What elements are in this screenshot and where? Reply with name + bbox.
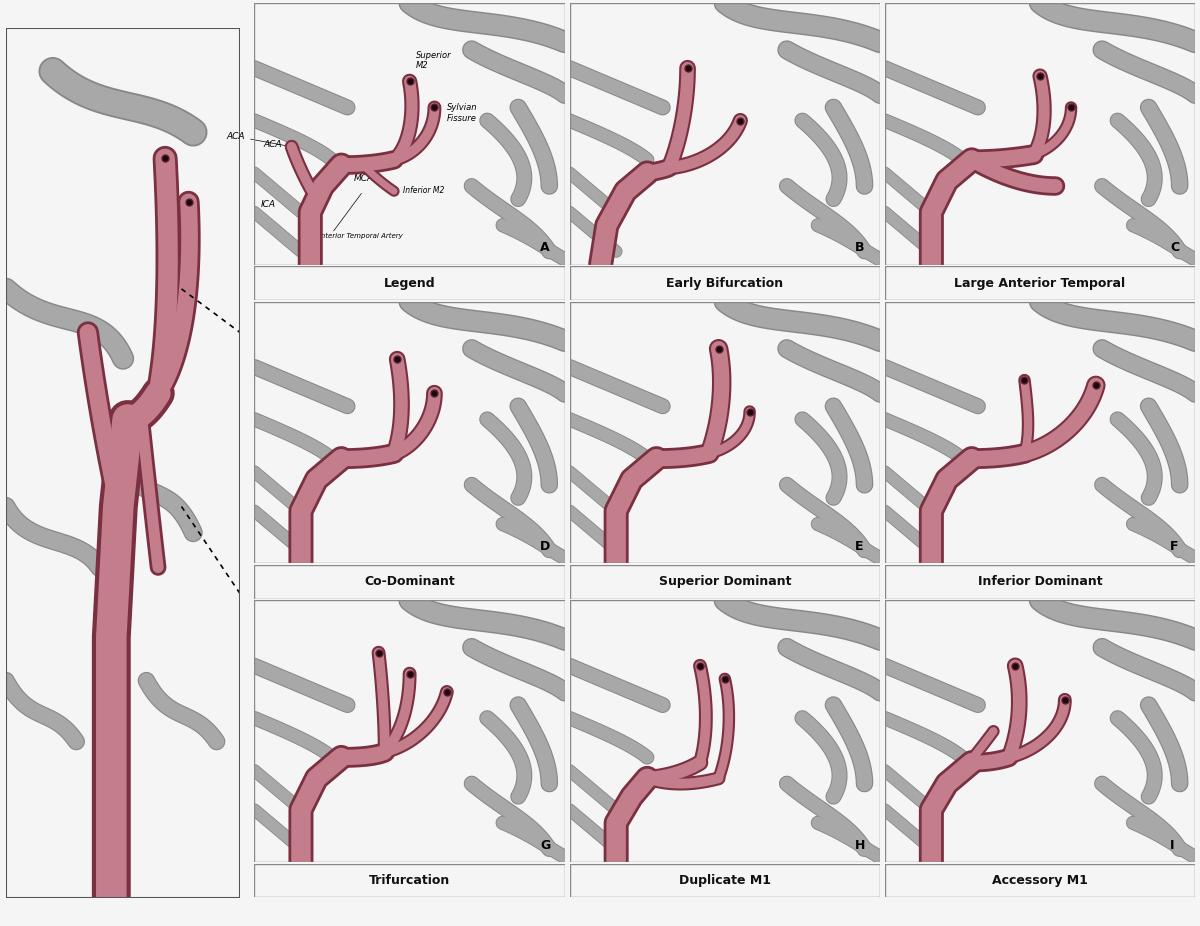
Bar (570, 302, 880, 563)
Text: Inferior Dominant: Inferior Dominant (978, 575, 1103, 588)
Text: Duplicate M1: Duplicate M1 (679, 874, 770, 887)
Text: C: C (1170, 242, 1180, 255)
Text: ACA: ACA (264, 140, 282, 149)
Text: D: D (540, 540, 551, 553)
Text: Sylvian
Fissure: Sylvian Fissure (446, 103, 478, 122)
Text: I: I (1170, 839, 1175, 852)
Bar (884, 3, 1195, 265)
Text: ACA: ACA (227, 131, 289, 146)
Text: G: G (540, 839, 551, 852)
Text: Superior
M2: Superior M2 (416, 51, 451, 70)
Text: Anterior Temporal Artery: Anterior Temporal Artery (317, 233, 403, 239)
Bar (254, 3, 565, 265)
Bar (254, 302, 565, 563)
Text: Co-Dominant: Co-Dominant (365, 575, 455, 588)
Text: Superior Dominant: Superior Dominant (659, 575, 791, 588)
Text: Early Bifurcation: Early Bifurcation (666, 277, 784, 290)
Text: E: E (856, 540, 864, 553)
Bar (254, 600, 565, 862)
Text: H: H (856, 839, 865, 852)
Bar (884, 302, 1195, 563)
Text: Trifurcation: Trifurcation (368, 874, 450, 887)
Text: MCA: MCA (354, 174, 374, 182)
Bar (570, 3, 880, 265)
Text: F: F (1170, 540, 1178, 553)
Text: ICA: ICA (260, 200, 276, 209)
Text: Accessory M1: Accessory M1 (992, 874, 1088, 887)
Text: A: A (540, 242, 550, 255)
Text: Legend: Legend (384, 277, 436, 290)
Bar (570, 600, 880, 862)
Text: B: B (856, 242, 865, 255)
Bar (884, 600, 1195, 862)
Text: Inferior M2: Inferior M2 (403, 186, 445, 195)
Text: Large Anterior Temporal: Large Anterior Temporal (954, 277, 1126, 290)
Bar (6, 28, 240, 898)
